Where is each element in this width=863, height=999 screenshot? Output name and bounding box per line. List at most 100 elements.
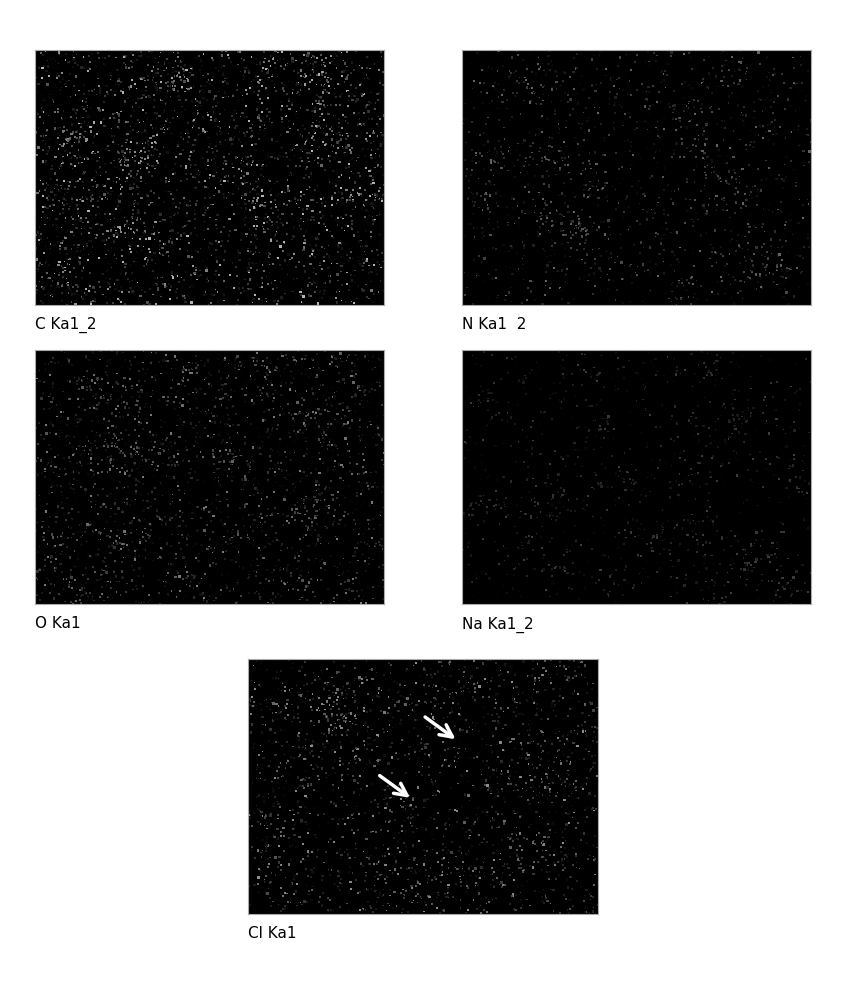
Point: [252, 75, 266, 91]
Point: [258, 90, 272, 106]
Point: [198, 259, 212, 275]
Point: [332, 43, 346, 59]
Point: [256, 380, 270, 396]
Point: [630, 48, 644, 64]
Point: [495, 65, 509, 81]
Point: [107, 452, 121, 468]
Point: [283, 152, 297, 168]
Point: [734, 132, 747, 148]
Point: [64, 593, 78, 609]
Point: [68, 158, 82, 174]
Point: [550, 788, 564, 804]
Point: [696, 143, 709, 159]
Point: [293, 158, 307, 174]
Point: [621, 514, 635, 530]
Point: [258, 835, 272, 851]
Point: [474, 493, 488, 508]
Point: [716, 199, 730, 215]
Point: [543, 804, 557, 820]
Point: [551, 187, 565, 203]
Point: [299, 439, 313, 455]
Point: [333, 750, 347, 766]
Point: [348, 693, 362, 709]
Point: [544, 347, 557, 363]
Point: [274, 559, 287, 575]
Point: [671, 364, 684, 380]
Point: [111, 73, 125, 89]
Point: [153, 446, 167, 462]
Point: [451, 775, 465, 791]
Point: [93, 343, 107, 359]
Point: [346, 192, 360, 208]
Point: [154, 83, 167, 99]
Point: [102, 282, 116, 298]
Point: [211, 63, 225, 79]
Point: [229, 444, 243, 460]
Point: [760, 547, 774, 563]
Point: [562, 204, 576, 220]
Point: [255, 280, 268, 296]
Point: [369, 731, 382, 747]
Point: [576, 779, 590, 795]
Point: [370, 188, 384, 204]
Point: [711, 168, 725, 184]
Point: [369, 362, 383, 378]
Point: [278, 361, 292, 377]
Point: [450, 713, 464, 729]
Point: [740, 270, 754, 286]
Point: [317, 112, 331, 128]
Point: [86, 247, 100, 263]
Point: [303, 806, 317, 822]
Point: [375, 781, 389, 797]
Point: [115, 431, 129, 447]
Point: [484, 162, 498, 178]
Point: [124, 449, 138, 465]
Point: [261, 231, 275, 247]
Point: [123, 361, 137, 377]
Point: [411, 895, 425, 911]
Point: [778, 101, 791, 117]
Point: [302, 552, 316, 568]
Point: [306, 143, 319, 159]
Point: [337, 460, 350, 476]
Point: [507, 155, 520, 171]
Point: [290, 866, 304, 882]
Point: [728, 243, 742, 259]
Point: [229, 254, 243, 270]
Point: [256, 353, 270, 369]
Point: [588, 852, 602, 868]
Point: [350, 700, 364, 716]
Point: [176, 241, 190, 257]
Point: [741, 565, 755, 581]
Point: [305, 738, 318, 754]
Point: [464, 547, 478, 563]
Point: [338, 706, 352, 722]
Point: [253, 291, 267, 307]
Point: [167, 499, 180, 514]
Point: [601, 451, 614, 467]
Point: [238, 64, 252, 80]
Point: [373, 866, 387, 882]
Point: [493, 876, 507, 892]
Point: [156, 45, 170, 61]
Point: [264, 194, 278, 210]
Point: [500, 490, 513, 505]
Point: [99, 442, 113, 458]
Point: [802, 460, 816, 476]
Point: [668, 519, 682, 535]
Point: [290, 898, 304, 914]
Point: [459, 435, 473, 451]
Point: [520, 892, 534, 908]
Point: [147, 416, 161, 432]
Point: [466, 506, 480, 522]
Point: [458, 287, 472, 303]
Point: [255, 296, 269, 312]
Point: [173, 568, 186, 584]
Point: [309, 159, 323, 175]
Point: [189, 243, 203, 259]
Point: [453, 839, 467, 855]
Point: [585, 52, 599, 68]
Point: [243, 251, 256, 267]
Point: [338, 698, 352, 714]
Point: [470, 675, 484, 691]
